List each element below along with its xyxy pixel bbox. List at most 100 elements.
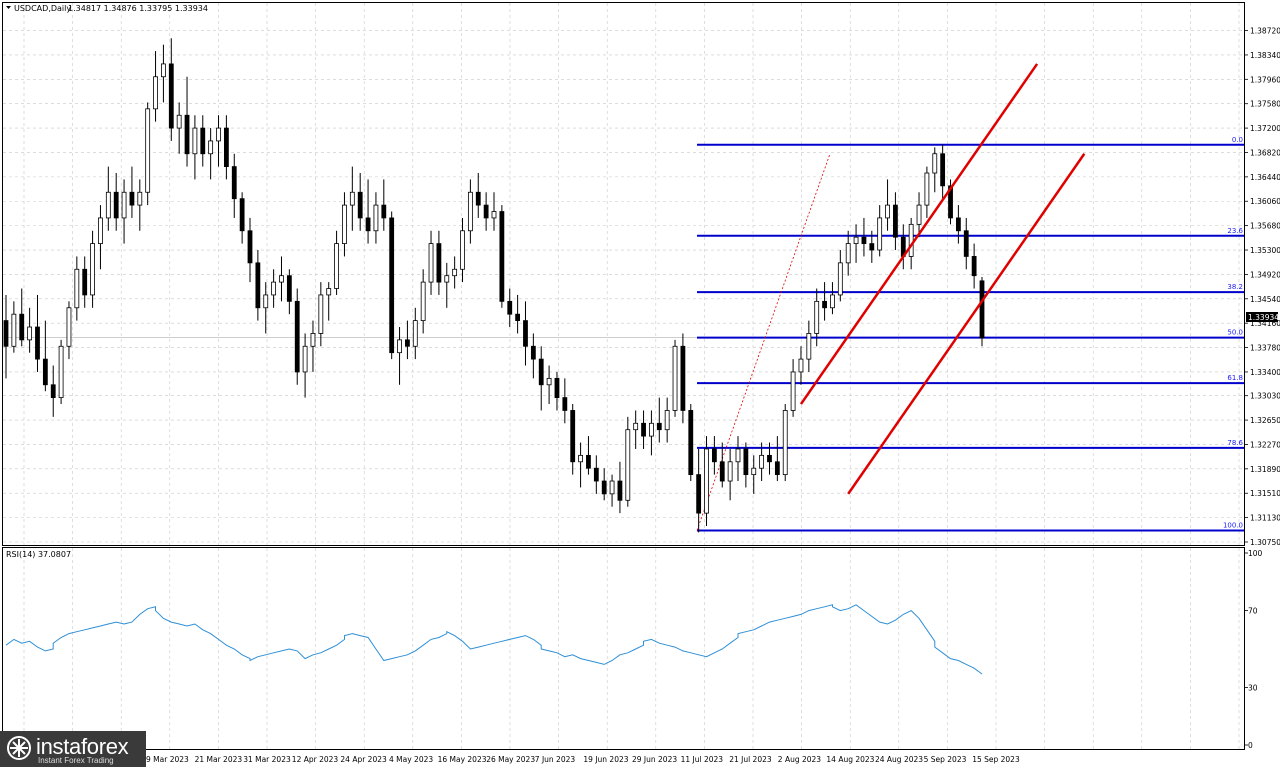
bull-candle <box>318 294 324 334</box>
bear-candle <box>483 204 489 219</box>
date-tick-label: 24 Aug 2023 <box>875 755 923 764</box>
bull-candle <box>90 243 95 296</box>
bull-candle <box>326 288 332 296</box>
bear-candle <box>523 320 528 347</box>
date-tick-label: 7 Jun 2023 <box>535 755 576 764</box>
bear-candle <box>955 217 961 232</box>
bull-candle <box>837 262 843 296</box>
bull-candle <box>704 448 709 514</box>
date-tick-label: 24 Apr 2023 <box>340 755 387 764</box>
bear-candle <box>963 230 969 257</box>
price-tick-label: 1.35680 <box>1250 222 1280 231</box>
bull-candle <box>11 313 17 347</box>
bull-candle <box>916 204 922 225</box>
price-tick-label: 1.36820 <box>1250 148 1280 157</box>
fib-level-label: 61.8 <box>1227 374 1243 382</box>
bear-candle <box>365 217 371 232</box>
bear-candle <box>168 63 174 129</box>
date-tick-label: 5 Sep 2023 <box>924 755 967 764</box>
bear-candle <box>255 262 261 309</box>
date-tick-label: 21 Mar 2023 <box>195 755 243 764</box>
price-channel[interactable] <box>799 63 1086 495</box>
price-tick-label: 1.34540 <box>1250 295 1280 304</box>
price-tick-label: 1.33400 <box>1250 368 1280 377</box>
rsi-level-label: 0 <box>1248 741 1253 750</box>
bear-candle <box>562 397 568 411</box>
price-tick-label: 1.32270 <box>1250 440 1280 449</box>
bear-candle <box>231 166 237 200</box>
bull-candle <box>444 275 450 283</box>
bear-candle <box>680 345 686 411</box>
rsi-level-label: 70 <box>1248 607 1258 616</box>
bull-candle <box>546 377 552 386</box>
bull-candle <box>845 243 851 264</box>
bull-candle <box>578 454 583 463</box>
bear-candle <box>499 211 505 302</box>
bear-candle <box>42 358 48 386</box>
price-tick-label: 1.31510 <box>1250 489 1280 498</box>
bear-candle <box>436 243 442 283</box>
bull-candle <box>649 422 654 437</box>
bear-candle <box>35 326 40 360</box>
bear-candle <box>586 454 591 469</box>
bear-candle <box>767 454 772 463</box>
bear-candle <box>405 339 410 347</box>
date-tick-label: 14 Aug 2023 <box>826 755 874 764</box>
fib-level-label: 23.6 <box>1227 227 1243 235</box>
bear-candle <box>743 448 749 476</box>
bear-candle <box>50 384 56 399</box>
bull-candle <box>397 339 402 354</box>
bear-candle <box>893 204 898 238</box>
bull-candle <box>161 63 166 78</box>
bull-candle <box>932 153 938 174</box>
date-tick-label: 12 Apr 2023 <box>292 755 339 764</box>
bear-candle <box>979 280 985 339</box>
bull-candle <box>420 281 426 322</box>
price-tick-label: 1.31890 <box>1250 465 1280 474</box>
bear-candle <box>247 230 253 264</box>
bull-candle <box>633 422 639 431</box>
bear-candle <box>869 243 875 251</box>
bull-candle <box>814 300 820 334</box>
bull-candle <box>176 114 182 129</box>
bear-candle <box>774 461 780 476</box>
bear-candle <box>696 474 702 514</box>
bull-candle <box>806 333 812 360</box>
price-tick-label: 1.32650 <box>1250 416 1280 425</box>
symbol-label: USDCAD,Daily <box>14 4 71 13</box>
channel-lower-line[interactable] <box>847 153 1086 495</box>
date-tick-label: 15 Sep 2023 <box>972 755 1020 764</box>
bull-candle <box>853 236 859 245</box>
brand-name: instaforex <box>36 734 129 759</box>
fib-level-label: 100.0 <box>1223 521 1243 529</box>
date-tick-label: 16 May 2023 <box>438 755 487 764</box>
bull-candle <box>263 294 269 309</box>
instaforex-logo: instaforex Instant Forex Trading <box>0 731 146 767</box>
bear-candle <box>475 191 481 206</box>
fibonacci-retracement[interactable]: 0.0 23.6 38.2 50.0 61.8 78.6 100.0 <box>696 136 1244 532</box>
collapse-arrow-icon[interactable] <box>6 6 11 9</box>
bull-candle <box>192 127 198 155</box>
date-tick-label: 21 Jul 2023 <box>729 755 772 764</box>
date-tick-label: 9 Mar 2023 <box>146 755 189 764</box>
price-panel <box>2 2 1245 546</box>
bull-candle <box>609 480 615 495</box>
bear-candle <box>601 480 607 495</box>
bear-candle <box>184 114 190 155</box>
bull-candle <box>208 140 214 155</box>
price-tick-label: 1.33030 <box>1250 392 1280 401</box>
bear-candle <box>19 313 25 341</box>
date-axis: 9 Mar 2023 21 Mar 2023 31 Mar 2023 12 Apr 2… <box>146 755 1020 764</box>
price-tick-label: 1.38340 <box>1250 51 1280 60</box>
date-tick-label: 2 Aug 2023 <box>778 755 821 764</box>
bull-candle <box>672 345 678 411</box>
bull-candle <box>373 204 379 232</box>
bear-candle <box>294 300 300 373</box>
price-tick-label: 1.31130 <box>1250 514 1280 523</box>
bear-candle <box>286 275 292 302</box>
channel-upper-line[interactable] <box>799 63 1039 405</box>
instaforex-logo-icon <box>7 736 31 760</box>
bull-candle <box>279 275 284 283</box>
fib-trend-line <box>696 153 831 531</box>
